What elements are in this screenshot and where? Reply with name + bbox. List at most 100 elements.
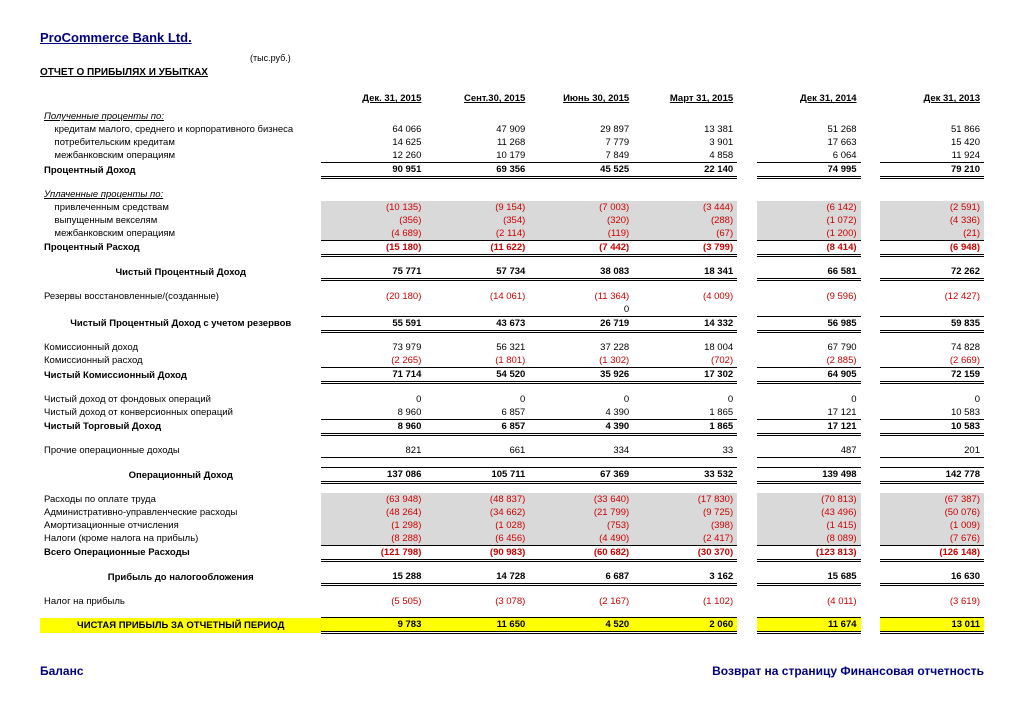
table-row: привлеченным средствам(10 135)(9 154)(7 … bbox=[40, 201, 984, 214]
col-header: Июнь 30, 2015 bbox=[529, 92, 633, 110]
cell: (11 622) bbox=[425, 240, 529, 255]
cell: (753) bbox=[529, 519, 633, 532]
header-row: Дек. 31, 2015 Сент.30, 2015 Июнь 30, 201… bbox=[40, 92, 984, 110]
cell: 18 004 bbox=[633, 341, 737, 354]
row-label: Амортизационные отчисления bbox=[40, 519, 321, 532]
cell: (5 505) bbox=[321, 595, 425, 608]
table-row: Процентный Доход90 95169 35645 52522 140… bbox=[40, 163, 984, 178]
cell: 56 321 bbox=[425, 341, 529, 354]
cell: 0 bbox=[633, 393, 737, 406]
table-row: Расходы по оплате труда(63 948)(48 837)(… bbox=[40, 493, 984, 506]
cell: (20 180) bbox=[321, 290, 425, 303]
cell: 17 121 bbox=[757, 406, 861, 420]
cell: (9 596) bbox=[757, 290, 861, 303]
cell: (9 154) bbox=[425, 201, 529, 214]
cell: (119) bbox=[529, 227, 633, 241]
table-row: Чистый Процентный Доход с учетом резерво… bbox=[40, 316, 984, 331]
table-row: Комиссионный расход(2 265)(1 801)(1 302)… bbox=[40, 354, 984, 368]
table-row: Чистый Комиссионный Доход71 71454 52035 … bbox=[40, 368, 984, 383]
cell: 57 734 bbox=[425, 265, 529, 280]
table-row: Амортизационные отчисления(1 298)(1 028)… bbox=[40, 519, 984, 532]
cell: (6 948) bbox=[880, 240, 984, 255]
row-label: потребительским кредитам bbox=[40, 136, 321, 149]
row-label: выпущенным векселям bbox=[40, 214, 321, 227]
cell: 43 673 bbox=[425, 316, 529, 331]
cell: (50 076) bbox=[880, 506, 984, 519]
table-row: межбанковским операциям12 26010 1797 849… bbox=[40, 149, 984, 163]
cell: 17 121 bbox=[757, 419, 861, 434]
cell: 0 bbox=[757, 393, 861, 406]
col-header: Март 31, 2015 bbox=[633, 92, 737, 110]
cell: 74 828 bbox=[880, 341, 984, 354]
table-row: Комиссионный доход73 97956 32137 22818 0… bbox=[40, 341, 984, 354]
col-header: Сент.30, 2015 bbox=[425, 92, 529, 110]
cell: (1 102) bbox=[633, 595, 737, 608]
cell: (17 830) bbox=[633, 493, 737, 506]
cell bbox=[633, 303, 737, 317]
cell: 105 711 bbox=[425, 468, 529, 483]
table-row: Прочие операционные доходы82166133433487… bbox=[40, 444, 984, 458]
cell: (354) bbox=[425, 214, 529, 227]
cell: (7 442) bbox=[529, 240, 633, 255]
cell: (43 496) bbox=[757, 506, 861, 519]
row-label: межбанковским операциям bbox=[40, 227, 321, 241]
row-label: Чистый Торговый Доход bbox=[40, 419, 321, 434]
cell: 8 960 bbox=[321, 406, 425, 420]
cell: 22 140 bbox=[633, 163, 737, 178]
footer-right-link[interactable]: Возврат на страницу Финансовая отчетност… bbox=[712, 664, 984, 678]
cell: 12 260 bbox=[321, 149, 425, 163]
cell: 26 719 bbox=[529, 316, 633, 331]
cell: 33 532 bbox=[633, 468, 737, 483]
cell bbox=[880, 110, 984, 123]
cell: 334 bbox=[529, 444, 633, 458]
footer-left-link[interactable]: Баланс bbox=[40, 664, 84, 678]
col-header: Дек 31, 2013 bbox=[880, 92, 984, 110]
report-title: ОТЧЕТ О ПРИБЫЛЯХ И УБЫТКАХ bbox=[40, 67, 984, 78]
cell bbox=[425, 110, 529, 123]
cell: 1 865 bbox=[633, 406, 737, 420]
table-row: Чистый доход от фондовых операций000000 bbox=[40, 393, 984, 406]
table-row: межбанковским операциям(4 689)(2 114)(11… bbox=[40, 227, 984, 241]
col-header: Дек 31, 2014 bbox=[757, 92, 861, 110]
cell: 38 083 bbox=[529, 265, 633, 280]
cell: (1 072) bbox=[757, 214, 861, 227]
cell: 69 356 bbox=[425, 163, 529, 178]
cell: (67 387) bbox=[880, 493, 984, 506]
cell: 72 262 bbox=[880, 265, 984, 280]
col-header: Дек. 31, 2015 bbox=[321, 92, 425, 110]
row-label: привлеченным средствам bbox=[40, 201, 321, 214]
table-row: 0 bbox=[40, 303, 984, 317]
cell: 6 857 bbox=[425, 406, 529, 420]
cell: 47 909 bbox=[425, 123, 529, 136]
cell: (70 813) bbox=[757, 493, 861, 506]
cell: 67 790 bbox=[757, 341, 861, 354]
cell: (3 799) bbox=[633, 240, 737, 255]
cell: 73 979 bbox=[321, 341, 425, 354]
table-row: кредитам малого, среднего и корпоративно… bbox=[40, 123, 984, 136]
cell: 10 583 bbox=[880, 406, 984, 420]
cell: (2 591) bbox=[880, 201, 984, 214]
row-label bbox=[40, 303, 321, 317]
row-label: Процентный Доход bbox=[40, 163, 321, 178]
cell: 67 369 bbox=[529, 468, 633, 483]
cell: (63 948) bbox=[321, 493, 425, 506]
cell: 14 625 bbox=[321, 136, 425, 149]
table-row: Чистый Процентный Доход75 77157 73438 08… bbox=[40, 265, 984, 280]
cell bbox=[425, 188, 529, 201]
cell: (123 813) bbox=[757, 545, 861, 560]
cell: 75 771 bbox=[321, 265, 425, 280]
row-label: Прибыль до налогообложения bbox=[40, 570, 321, 585]
cell: 64 066 bbox=[321, 123, 425, 136]
cell: (2 669) bbox=[880, 354, 984, 368]
section-header: Уплаченные проценты по: bbox=[40, 188, 984, 201]
cell: 4 858 bbox=[633, 149, 737, 163]
cell: (90 983) bbox=[425, 545, 529, 560]
cell: 37 228 bbox=[529, 341, 633, 354]
cell: (121 798) bbox=[321, 545, 425, 560]
cell: 79 210 bbox=[880, 163, 984, 178]
table-row: выпущенным векселям(356)(354)(320)(288)(… bbox=[40, 214, 984, 227]
cell: 201 bbox=[880, 444, 984, 458]
table-row: Всего Операционные Расходы(121 798)(90 9… bbox=[40, 545, 984, 560]
cell: (4 689) bbox=[321, 227, 425, 241]
cell: (11 364) bbox=[529, 290, 633, 303]
